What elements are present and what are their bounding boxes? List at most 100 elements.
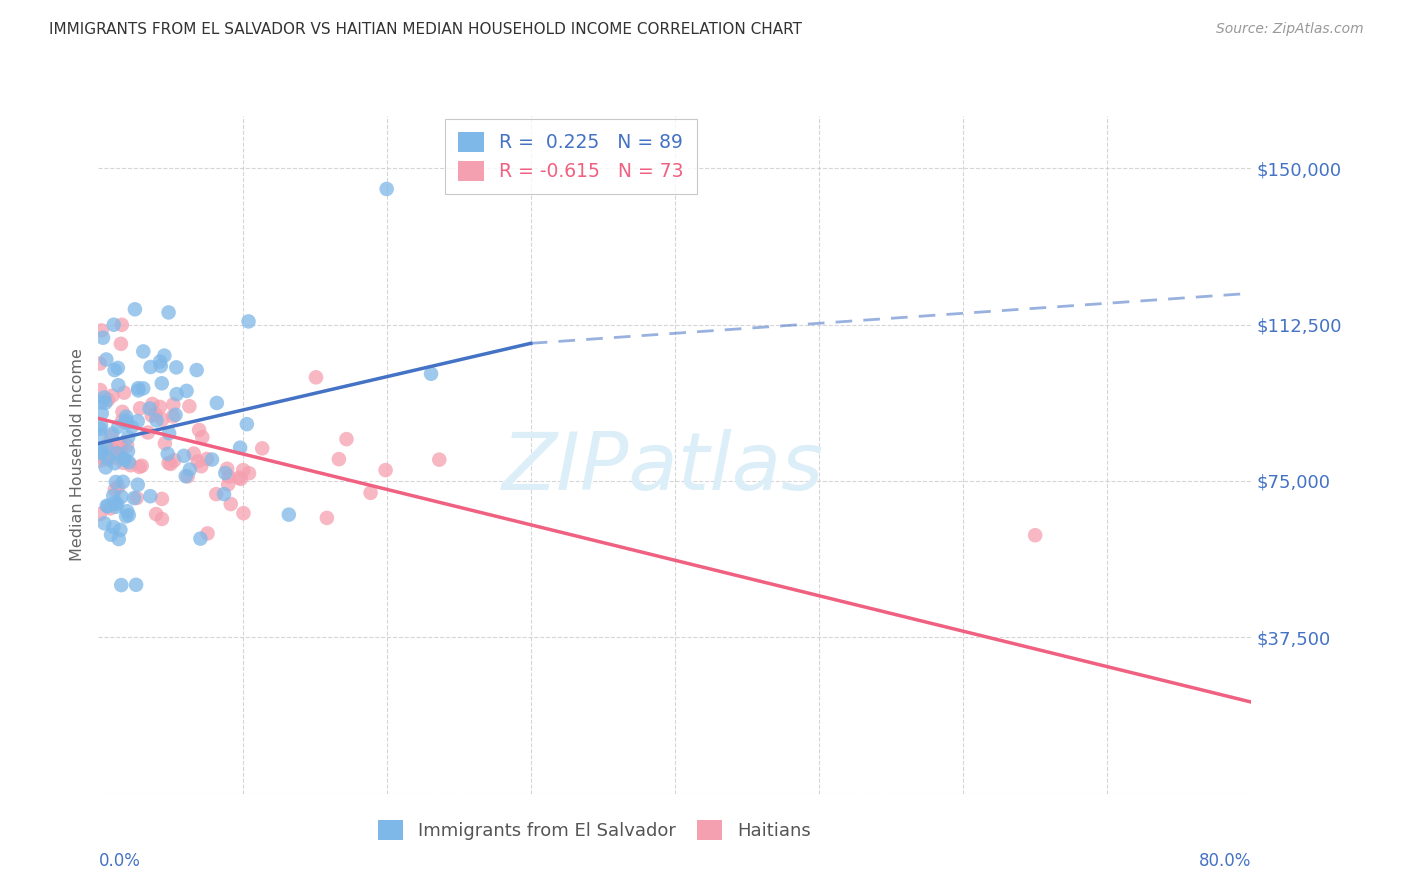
Point (219, 497, 242, 511)
Point (105, 446, 128, 460)
Point (110, 336, 132, 351)
Point (89, 357, 111, 371)
Point (145, 408, 167, 422)
Point (96, 352, 118, 367)
Point (238, 467, 260, 481)
Point (115, 409, 138, 424)
Point (190, 459, 212, 474)
Point (127, 414, 149, 428)
Point (229, 441, 252, 455)
Point (103, 318, 125, 332)
Point (93, 391, 115, 405)
Point (97, 438, 120, 452)
Point (105, 497, 128, 511)
Point (125, 491, 148, 505)
Point (136, 425, 159, 440)
Point (236, 417, 259, 432)
Point (188, 423, 211, 437)
Point (122, 491, 145, 505)
Point (127, 477, 149, 491)
Point (316, 511, 339, 525)
Point (91, 331, 114, 345)
Point (205, 396, 228, 410)
Point (149, 400, 172, 414)
Point (94, 460, 117, 475)
Point (104, 483, 127, 497)
Point (103, 363, 125, 377)
Point (149, 354, 172, 368)
Point (205, 487, 228, 501)
Point (150, 376, 173, 391)
Point (157, 305, 180, 319)
Point (145, 413, 167, 427)
Point (150, 412, 173, 426)
Point (111, 475, 134, 489)
Point (183, 446, 205, 460)
Point (277, 508, 299, 522)
Point (101, 443, 124, 458)
Point (89, 383, 111, 397)
Point (121, 420, 143, 434)
Point (90, 447, 112, 461)
Point (328, 452, 350, 467)
Point (91, 450, 114, 464)
Point (232, 506, 254, 520)
Point (1024, 528, 1046, 542)
Point (105, 500, 128, 514)
Point (427, 452, 450, 467)
Text: Source: ZipAtlas.com: Source: ZipAtlas.com (1216, 22, 1364, 37)
Point (374, 463, 396, 477)
Point (96, 499, 118, 513)
Point (232, 463, 254, 477)
Point (166, 387, 188, 401)
Point (110, 441, 132, 455)
Point (201, 452, 224, 467)
Point (139, 401, 162, 416)
Point (128, 459, 150, 474)
Point (89, 427, 111, 442)
Text: ZIPatlas: ZIPatlas (502, 429, 824, 508)
Point (179, 462, 201, 476)
Point (212, 487, 235, 501)
Point (375, 182, 398, 196)
Point (110, 523, 132, 537)
Text: IMMIGRANTS FROM EL SALVADOR VS HAITIAN MEDIAN HOUSEHOLD INCOME CORRELATION CHART: IMMIGRANTS FROM EL SALVADOR VS HAITIAN M… (49, 22, 803, 37)
Point (112, 456, 135, 470)
Point (104, 450, 127, 465)
Point (217, 477, 239, 491)
Point (100, 527, 122, 541)
Point (186, 363, 208, 377)
Point (110, 438, 132, 452)
Point (162, 409, 184, 424)
Point (111, 405, 134, 419)
Point (104, 475, 127, 489)
Point (107, 419, 129, 434)
Point (228, 471, 250, 485)
Point (125, 578, 148, 592)
Point (174, 469, 197, 483)
Point (139, 489, 162, 503)
Point (103, 489, 125, 503)
Point (97, 500, 120, 514)
Point (131, 458, 153, 473)
Point (156, 447, 179, 461)
Point (132, 381, 155, 395)
Point (157, 426, 180, 441)
Legend: Immigrants from El Salvador, Haitians: Immigrants from El Salvador, Haitians (368, 812, 820, 849)
Point (89, 422, 111, 436)
Point (104, 456, 127, 470)
Point (118, 455, 141, 469)
Point (111, 414, 134, 428)
Point (114, 452, 136, 467)
Point (120, 458, 142, 473)
Point (360, 485, 382, 500)
Point (153, 436, 176, 450)
Point (162, 397, 184, 411)
Point (218, 469, 240, 483)
Point (252, 442, 274, 456)
Point (195, 452, 218, 467)
Point (420, 367, 443, 381)
Point (118, 508, 141, 523)
Point (90, 418, 112, 433)
Point (190, 532, 212, 546)
